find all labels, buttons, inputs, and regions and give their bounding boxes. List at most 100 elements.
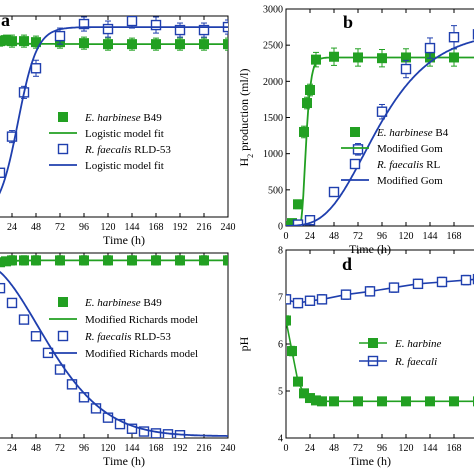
fit-curve [0, 26, 228, 195]
y-tick-label: 0 [278, 222, 283, 233]
legend: E. harbinese B49 Logistic model fit R. fae… [49, 112, 171, 172]
x-tick-label: 24 [305, 231, 315, 242]
data-point [448, 32, 460, 43]
legend-label-species: R. faecalis [376, 159, 423, 171]
x-tick-label: 72 [353, 443, 363, 454]
data-point [364, 286, 376, 297]
data-point [286, 315, 291, 326]
x-tick-label: 168 [149, 443, 164, 454]
x-tick-label: 192 [173, 443, 188, 454]
x-tick-label: 192 [173, 222, 188, 233]
legend-label-species: E. harbinese [84, 112, 141, 124]
data-point [299, 126, 309, 137]
data-point [328, 186, 340, 198]
fit-curve [286, 56, 474, 226]
data-point [102, 23, 114, 35]
x-tick-label: 240 [221, 222, 236, 233]
data-point [6, 297, 18, 309]
x-tick-label: 72 [55, 443, 65, 454]
x-axis-label: Time (h) [349, 242, 391, 256]
x-tick-label: 120 [101, 222, 116, 233]
x-tick-label: 144 [125, 443, 140, 454]
plot-content [286, 25, 474, 226]
data-point [126, 423, 138, 434]
data-point [292, 297, 304, 309]
x-tick-label: 120 [399, 443, 414, 454]
x-tick-label: 72 [55, 222, 65, 233]
y-axis-label-rest: production (ml/l) [237, 69, 251, 154]
y-tick-label: 2000 [263, 77, 283, 88]
legend-label-species: E. harbinese [84, 297, 141, 309]
legend-label: R. faecali [394, 356, 437, 368]
x-tick-label: 0 [284, 443, 289, 454]
data-point [7, 36, 17, 47]
data-point [126, 16, 138, 27]
panel-label: b [343, 12, 353, 32]
y-tick-label: 3000 [263, 5, 283, 16]
x-tick-label: 48 [329, 231, 339, 242]
legend-label: E. harbine [394, 338, 442, 350]
x-tick-label: 216 [197, 222, 212, 233]
data-point [401, 396, 411, 407]
data-point [0, 282, 6, 294]
data-point [424, 42, 436, 54]
panel-label: d [342, 254, 352, 274]
legend-label: R. faecalis RL [376, 159, 441, 171]
data-point [353, 396, 363, 407]
legend-label-species: R. faecalis [84, 331, 131, 343]
y-axis-label: H2 production (ml/l) [237, 69, 255, 167]
legend-marker-swatch [57, 143, 69, 155]
legend-marker-swatch [58, 112, 68, 122]
x-tick-label: 72 [353, 231, 363, 242]
plot-frame [0, 252, 229, 439]
data-point [388, 282, 400, 293]
y-tick-label: 1000 [263, 149, 283, 160]
data-point [293, 199, 303, 210]
legend-marker-swatch [58, 297, 68, 307]
x-tick-label: 144 [423, 443, 438, 454]
x-tick-label: 120 [399, 231, 414, 242]
data-point [377, 396, 387, 407]
legend-label: R. faecalis RLD-53 [84, 331, 171, 343]
data-point [449, 396, 459, 407]
fit-curve [0, 42, 228, 45]
data-point [304, 295, 316, 306]
data-point [286, 294, 292, 305]
x-tick-label: 96 [79, 222, 89, 233]
x-tick-label: 24 [7, 443, 17, 454]
legend-label-species: R. faecalis [84, 144, 131, 156]
x-tick-label: 144 [423, 231, 438, 242]
data-point [436, 276, 448, 288]
chart-panel-3: 24 48 72 96 120 144 168 192 216 240 Time (h) E. har… [0, 252, 236, 468]
data-point [174, 24, 186, 36]
x-tick-label: 48 [329, 443, 339, 454]
legend-label-strain: RLD-53 [131, 331, 171, 343]
legend: E. harbinese B49 Modified Richards model R… [49, 297, 198, 360]
data-point [425, 396, 435, 407]
data-point [30, 63, 42, 74]
data-point [302, 98, 312, 109]
data-point [19, 36, 29, 47]
legend-label: Modified Richards model [85, 348, 198, 360]
legend-label-species: E. harbinese [376, 127, 433, 139]
data-point [138, 426, 150, 437]
legend-label-species: R. faecali [394, 356, 437, 368]
data-point [114, 418, 126, 430]
chart-panel-2: 0 24 48 72 96 120 144 168 Time (h) 0 500 1000 1500 20… [237, 5, 474, 256]
data-point [287, 346, 297, 357]
legend-label-species: E. harbine [394, 338, 442, 350]
fit-curve [0, 270, 228, 437]
x-axis-label: Time (h) [349, 454, 391, 468]
y-axis-label-subscript: 2 [246, 154, 255, 158]
data-point [150, 19, 162, 31]
legend-label-strain: B4 [433, 127, 449, 139]
x-tick-label: 144 [125, 222, 140, 233]
x-tick-label: 96 [79, 443, 89, 454]
data-point [460, 274, 472, 286]
legend: E. harbine R. faecali [359, 338, 442, 368]
x-tick-label: 240 [221, 443, 236, 454]
data-point [329, 396, 339, 407]
x-tick-label: 48 [31, 443, 41, 454]
chart-panel-4: 0 24 48 72 96 120 144 168 Time (h) 4 5 6 7 8 pH E. harb… [237, 246, 474, 468]
